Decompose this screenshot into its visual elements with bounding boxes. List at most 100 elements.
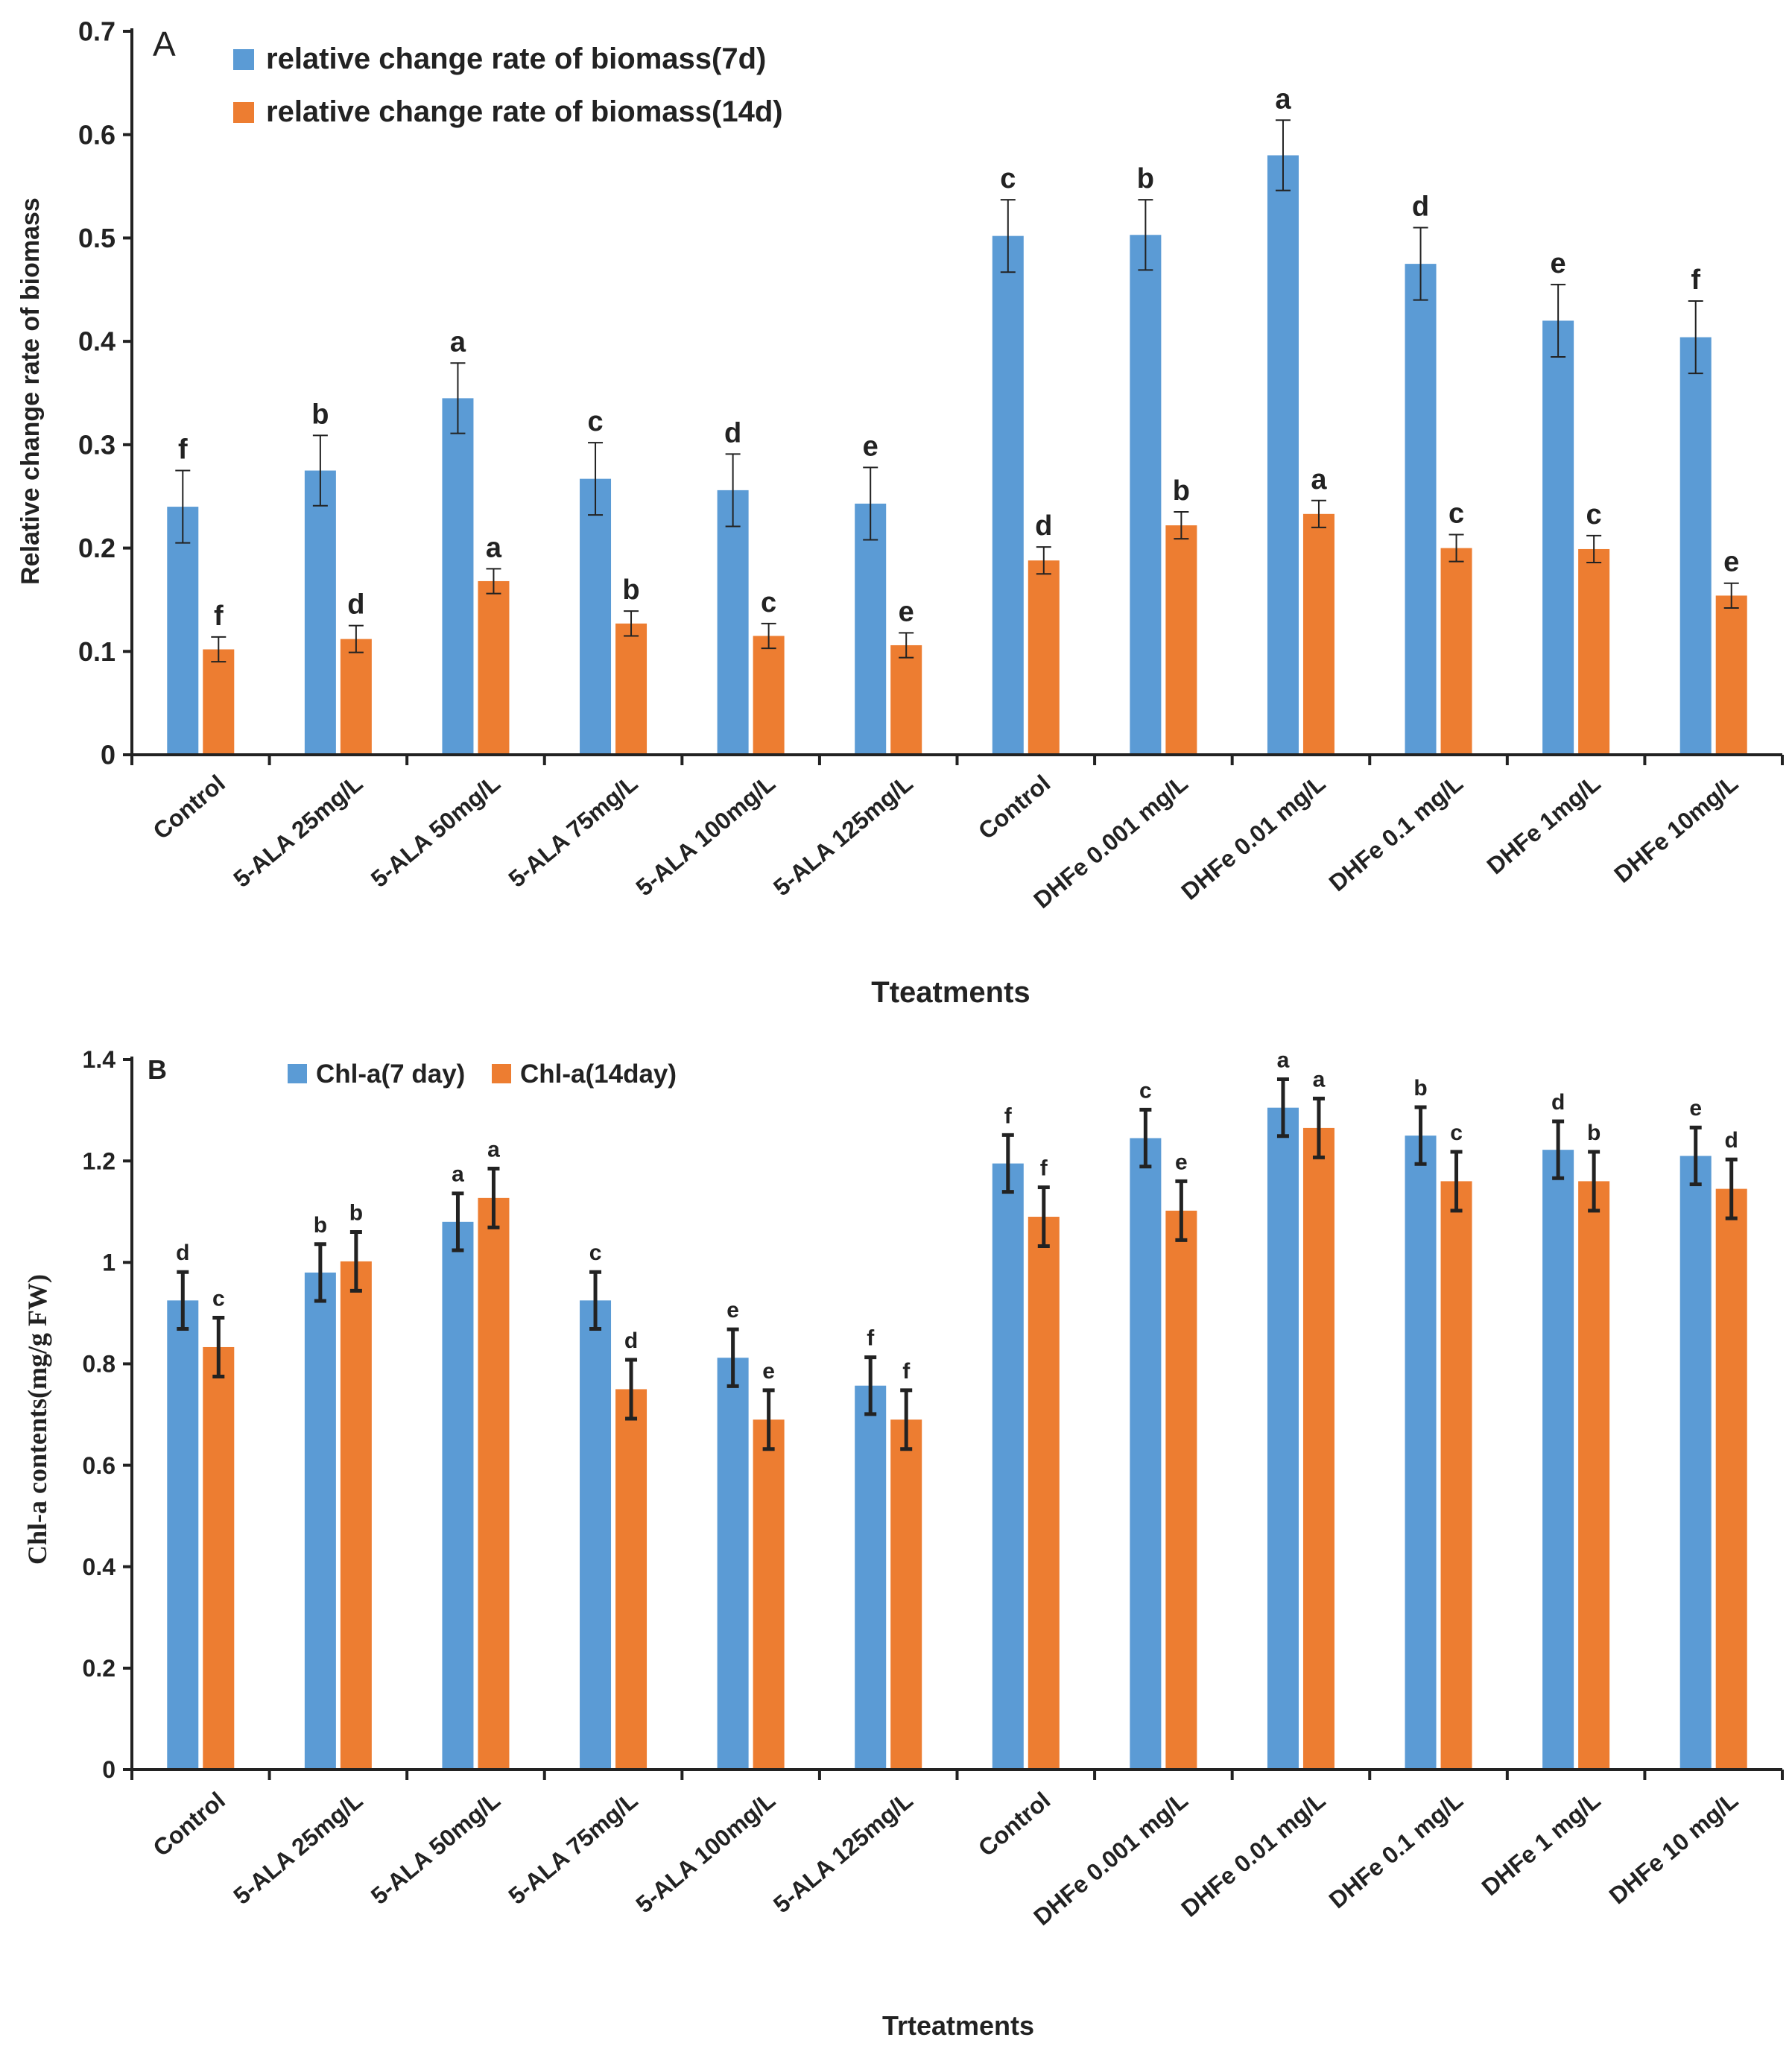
panel-a-ytick-label-7: 0.7 (78, 16, 115, 47)
panel-b-ytick-label-0: 0 (102, 1756, 115, 1783)
panel-a-bar-s1-5 (717, 490, 749, 755)
panel-b-xlabel: Trteatments (882, 2010, 1034, 2041)
panel-b-bar-s2-2 (340, 1261, 372, 1770)
legend-swatch-14d (233, 102, 254, 123)
panel-a-ylabel: Relative change rate of biomass (16, 197, 45, 585)
panel-a-category-label-9: DHFe 0.01 mg/L (1176, 770, 1330, 905)
panel-b-sig-letter-s1-12: e (1689, 1096, 1702, 1121)
panel-b-bar-s1-4 (580, 1300, 612, 1770)
panel-b-ytick-label-6: 1.2 (83, 1147, 115, 1174)
panel-a-sig-letter-s2-8: b (1173, 475, 1190, 507)
panel-b-bar-s1-5 (717, 1358, 749, 1770)
panel-a-category-label-6: 5-ALA 125mg/L (768, 770, 918, 902)
panel-b-bar-s2-7 (1028, 1217, 1060, 1770)
panel-b-bar-s2-6 (890, 1419, 922, 1770)
panel-a-bar-s1-2 (304, 470, 336, 755)
panel-a-bar-s2-5 (753, 636, 785, 755)
panel-b-ytick-label-1: 0.2 (83, 1655, 115, 1682)
panel-b-bar-s2-9 (1302, 1127, 1334, 1770)
panel-a-bar-s1-9 (1267, 155, 1299, 755)
panel-a-sig-letter-s2-6: e (899, 596, 914, 627)
panel-b-sig-letter-s2-1: c (212, 1286, 225, 1311)
panel-b-ytick-label-2: 0.4 (83, 1554, 116, 1580)
panel-a-ytick-label-4: 0.4 (78, 326, 115, 357)
panel-a-sig-letter-s1-5: d (724, 417, 741, 449)
panel-a-sig-letter-s1-10: d (1412, 191, 1429, 223)
legend-swatch-7d (233, 49, 254, 70)
panel-a-sig-letter-s2-4: b (622, 574, 639, 606)
panel-b-category-label-10: DHFe 0.1 mg/L (1324, 1787, 1468, 1913)
panel-a-sig-letter-s1-1: f (178, 434, 188, 466)
panel-a-letter: A (153, 25, 176, 63)
panel-b-bar-s2-3 (478, 1197, 510, 1770)
panel-b-sig-letter-s1-1: d (176, 1241, 189, 1265)
panel-a-sig-letter-s1-3: a (450, 326, 466, 358)
panel-a-bar-s2-1 (203, 649, 235, 755)
panel-b-ylabel: Chl-a contents(mg/g FW) (22, 1274, 52, 1565)
panel-b-category-label-7: Control (973, 1787, 1055, 1862)
panel-a-sig-letter-s1-8: b (1137, 163, 1154, 194)
panel-a-sig-letter-s2-12: e (1723, 547, 1739, 578)
panel-b-bar-s1-2 (304, 1272, 336, 1770)
panel-b-legend: Chl-a(7 day) Chl-a(14day) (288, 1060, 677, 1089)
panel-a-ytick-label-6: 0.6 (78, 119, 115, 150)
panel-a-bar-s2-2 (340, 639, 372, 755)
panel-b-sig-letter-s2-10: c (1450, 1121, 1463, 1145)
panel-a-bar-s2-10 (1440, 548, 1472, 755)
panel-a-bar-s2-12 (1715, 595, 1747, 755)
panel-b-sig-letter-s2-9: a (1313, 1067, 1326, 1092)
legend-swatch-14day (492, 1064, 511, 1083)
panel-a-bar-s1-11 (1542, 320, 1574, 755)
panel-a-sig-letter-s2-9: a (1311, 464, 1327, 495)
panel-a-bar-s1-3 (442, 398, 474, 755)
panel-b-ytick-label-3: 0.6 (83, 1452, 115, 1479)
panel-a-category-label-12: DHFe 10mg/L (1609, 770, 1743, 888)
panel-b-sig-letter-s2-3: a (487, 1137, 500, 1162)
panel-b-bar-s2-10 (1440, 1181, 1472, 1770)
panel-b-sig-letter-s1-6: f (867, 1326, 875, 1351)
panel-b-category-label-12: DHFe 10 mg/L (1604, 1787, 1744, 1910)
panel-a-sig-letter-s2-10: c (1449, 498, 1464, 530)
panel-a-sig-letter-s1-6: e (863, 431, 878, 462)
panel-b-category-label-9: DHFe 0.01 mg/L (1176, 1787, 1330, 1922)
panel-b-sig-letter-s1-5: e (726, 1298, 739, 1323)
panel-b-category-label-3: 5-ALA 50mg/L (366, 1787, 505, 1910)
panel-a-category-label-11: DHFe 1mg/L (1481, 770, 1605, 880)
panel-b-bar-s1-9 (1267, 1107, 1299, 1770)
panel-b-ytick-label-4: 0.8 (83, 1351, 115, 1378)
panel-a-category-label-3: 5-ALA 50mg/L (366, 770, 505, 893)
panel-b-sig-letter-s2-7: f (1040, 1156, 1048, 1181)
panel-b-sig-letter-s1-10: b (1413, 1076, 1427, 1100)
panel-a-category-label-2: 5-ALA 25mg/L (228, 770, 367, 893)
legend-label-7d: relative change rate of biomass(7d) (266, 42, 766, 75)
panel-b-sig-letter-s2-5: e (762, 1359, 775, 1384)
panel-a-category-label-7: Control (973, 770, 1055, 845)
panel-b-category-label-2: 5-ALA 25mg/L (228, 1787, 367, 1910)
panel-b-bar-s1-6 (855, 1385, 887, 1770)
panel-a-bar-s2-6 (890, 645, 922, 755)
panel-a-sig-letter-s1-12: f (1691, 265, 1700, 296)
panel-a-bar-s2-11 (1578, 548, 1610, 755)
panel-a-sig-letter-s2-1: f (214, 601, 224, 632)
panel-b-category-label-1: Control (148, 1787, 230, 1862)
legend-swatch-7day (288, 1064, 307, 1083)
panel-a-bar-s1-6 (855, 503, 887, 755)
panel-b-bar-s2-1 (203, 1346, 235, 1770)
panel-b-bar-s2-11 (1578, 1181, 1610, 1770)
panel-b-category-label-6: 5-ALA 125mg/L (768, 1787, 918, 1919)
panel-a-sig-letter-s2-7: d (1035, 510, 1052, 542)
panel-b-sig-letter-s1-7: f (1004, 1103, 1013, 1128)
legend-label-7day: Chl-a(7 day) (316, 1060, 465, 1089)
panel-a-bar-s1-1 (167, 507, 199, 755)
panel-b-sig-letter-s2-2: b (349, 1200, 363, 1225)
panel-a-sig-letter-s2-11: c (1586, 499, 1602, 531)
panel-b-sig-letter-s1-4: c (589, 1241, 602, 1265)
panel-b-ytick-label-7: 1.4 (83, 1046, 116, 1073)
panel-a-sig-letter-s1-7: c (1000, 163, 1016, 194)
panel-a-ytick-label-2: 0.2 (78, 533, 115, 563)
panel-b-sig-letter-s1-9: a (1277, 1048, 1290, 1073)
panel-a-bar-s2-7 (1028, 560, 1060, 755)
panel-a-bar-s1-12 (1679, 337, 1712, 755)
